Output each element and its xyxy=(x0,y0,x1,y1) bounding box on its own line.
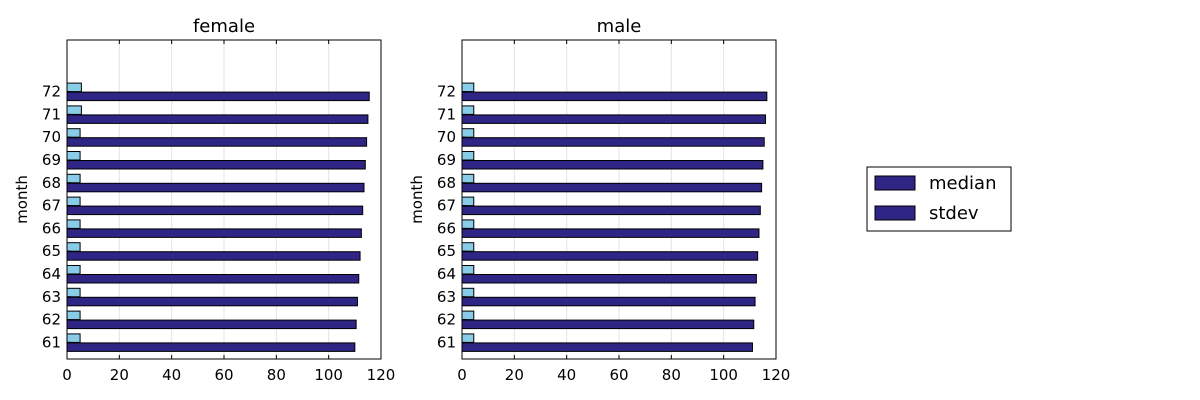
bar-median-64 xyxy=(461,274,757,284)
bar-stdev-69 xyxy=(461,151,475,161)
y-tick-label: 72 xyxy=(437,83,456,101)
y-tick-label: 68 xyxy=(437,174,456,192)
bar-median-71 xyxy=(461,114,767,124)
y-tick-label: 70 xyxy=(42,128,61,146)
bar-stdev-72 xyxy=(66,82,82,93)
bar-median-70 xyxy=(461,137,765,147)
y-tick-label: 67 xyxy=(437,197,456,215)
bar-median-65 xyxy=(66,251,361,261)
legend-label-stdev: stdev xyxy=(929,203,979,224)
bar-median-62 xyxy=(66,319,357,330)
bar-stdev-65 xyxy=(461,242,475,252)
bar-stdev-66 xyxy=(461,219,475,229)
bar-stdev-65 xyxy=(66,242,81,252)
bar-median-66 xyxy=(461,228,760,238)
x-tick-label: 0 xyxy=(457,366,467,384)
bar-stdev-62 xyxy=(66,310,81,321)
bar-median-65 xyxy=(461,251,759,261)
bar-median-64 xyxy=(66,274,360,284)
y-tick-label: 71 xyxy=(437,105,456,123)
bar-stdev-70 xyxy=(66,128,81,138)
bar-median-61 xyxy=(66,342,356,352)
bar-stdev-64 xyxy=(66,265,81,275)
x-tick-label: 120 xyxy=(367,366,396,384)
chart-panel-female: 61 62 63 64 65 66 67 68 69 70 71 72 0 20 40 60 80 100 120 f… xyxy=(13,16,395,384)
y-tick-label: 68 xyxy=(42,174,61,192)
y-tick-label: 65 xyxy=(42,242,61,260)
chart-panel-male: 61 62 63 64 65 66 67 68 69 70 71 72 0 20 40 60 80 100 120 m… xyxy=(408,16,790,384)
bar-median-71 xyxy=(66,114,369,124)
y-tick-label: 71 xyxy=(42,105,61,123)
y-tick-label: 67 xyxy=(42,197,61,215)
x-tick-label: 40 xyxy=(557,366,576,384)
y-tick-label: 61 xyxy=(42,333,61,351)
bar-median-68 xyxy=(461,182,763,193)
bar-stdev-69 xyxy=(66,151,81,161)
bar-median-68 xyxy=(66,182,365,193)
bar-median-66 xyxy=(66,228,362,238)
bar-stdev-61 xyxy=(66,333,81,343)
x-tick-label: 0 xyxy=(62,366,72,384)
y-tick-label: 66 xyxy=(42,219,61,237)
y-tick-label: 69 xyxy=(437,151,456,169)
bar-stdev-68 xyxy=(461,173,475,184)
x-tick-label: 80 xyxy=(662,366,681,384)
y-tick-label: 65 xyxy=(437,242,456,260)
y-tick-label: 63 xyxy=(42,288,61,306)
bar-median-67 xyxy=(66,205,364,216)
y-tick-label: 62 xyxy=(437,311,456,329)
bar-median-72 xyxy=(461,91,768,102)
bar-stdev-64 xyxy=(461,265,475,275)
bar-median-67 xyxy=(461,205,761,216)
x-tick-label: 80 xyxy=(267,366,286,384)
legend-swatch-median xyxy=(874,175,916,191)
bar-median-62 xyxy=(461,319,755,330)
y-tick-label: 62 xyxy=(42,311,61,329)
x-tick-label: 100 xyxy=(314,366,343,384)
bar-median-70 xyxy=(66,137,368,147)
bar-stdev-62 xyxy=(461,310,475,321)
bar-stdev-71 xyxy=(66,105,82,115)
y-tick-label: 72 xyxy=(42,83,61,101)
bar-stdev-67 xyxy=(66,196,81,207)
legend: median stdev xyxy=(866,166,1012,232)
bar-median-72 xyxy=(66,91,370,102)
bar-stdev-63 xyxy=(66,287,81,298)
bar-stdev-67 xyxy=(461,196,475,207)
x-tick-label: 60 xyxy=(609,366,628,384)
y-tick-label: 66 xyxy=(437,219,456,237)
y-tick-label: 64 xyxy=(437,265,456,283)
bar-stdev-71 xyxy=(461,105,475,115)
y-tick-label: 70 xyxy=(437,128,456,146)
bar-stdev-63 xyxy=(461,287,475,298)
x-tick-label: 60 xyxy=(214,366,233,384)
bar-stdev-68 xyxy=(66,173,81,184)
bar-stdev-66 xyxy=(66,219,81,229)
legend-label-median: median xyxy=(929,173,996,194)
bar-median-69 xyxy=(66,160,366,170)
bar-stdev-72 xyxy=(461,82,475,93)
y-tick-label: 61 xyxy=(437,333,456,351)
x-tick-label: 20 xyxy=(110,366,129,384)
chart-title: female xyxy=(193,16,255,37)
x-tick-label: 120 xyxy=(762,366,791,384)
x-tick-label: 40 xyxy=(162,366,181,384)
y-tick-label: 63 xyxy=(437,288,456,306)
legend-swatch-stdev xyxy=(874,205,916,221)
y-axis-label: month xyxy=(408,175,426,224)
bar-median-69 xyxy=(461,160,764,170)
bar-median-63 xyxy=(66,296,358,307)
x-tick-label: 20 xyxy=(505,366,524,384)
bar-median-61 xyxy=(461,342,753,352)
bar-stdev-61 xyxy=(461,333,475,343)
x-tick-label: 100 xyxy=(709,366,738,384)
y-tick-label: 69 xyxy=(42,151,61,169)
y-tick-label: 64 xyxy=(42,265,61,283)
y-axis-label: month xyxy=(13,175,31,224)
chart-title: male xyxy=(597,16,642,37)
bar-stdev-70 xyxy=(461,128,475,138)
bar-median-63 xyxy=(461,296,756,307)
